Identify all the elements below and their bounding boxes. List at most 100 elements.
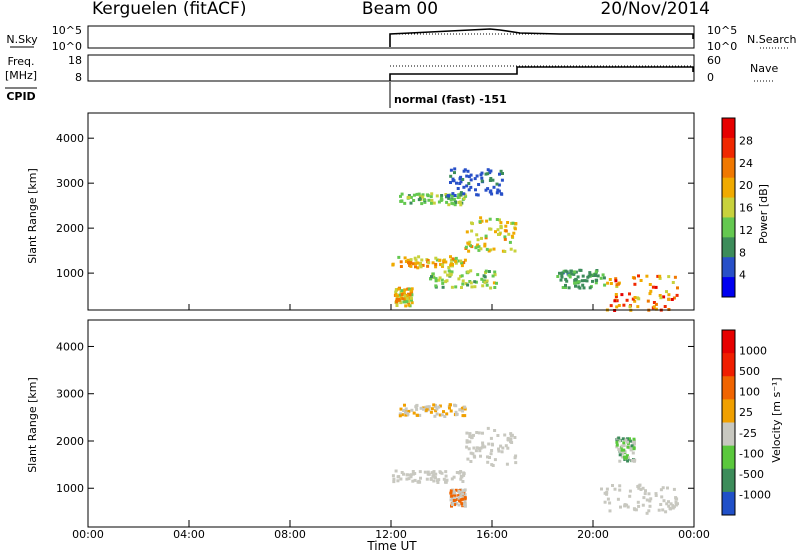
echo-region [391, 469, 466, 484]
echo-cell [407, 300, 411, 303]
echo-cell [454, 261, 458, 265]
echo-cell [454, 488, 458, 492]
echo-cell [466, 169, 470, 173]
power-panel: 1000 2000 3000 4000 Slant Range [km] 28 24 20… [26, 112, 770, 312]
echo-cell [605, 492, 609, 496]
echo-cell [462, 472, 466, 476]
echo-cell [562, 269, 566, 273]
echo-cell [451, 501, 455, 504]
echo-cell [467, 447, 471, 451]
echo-cell [496, 188, 500, 192]
colorbar-cell [722, 330, 735, 354]
echo-cell [472, 433, 475, 437]
echo-cell [463, 499, 467, 503]
echo-cell [568, 275, 572, 279]
echo-cell [618, 484, 622, 488]
echo-cell [443, 415, 447, 418]
echo-cell [404, 260, 408, 263]
echo-cell [453, 194, 457, 197]
echo-cell [626, 445, 630, 449]
echo-cell [403, 256, 407, 260]
noise-sky-label: N.Sky [6, 33, 38, 46]
echo-cell [468, 435, 472, 439]
echo-cell [407, 303, 411, 307]
echo-cell [445, 478, 449, 482]
x-tick-label: 20:00 [577, 528, 609, 541]
echo-cell [477, 248, 481, 252]
echo-cell [430, 192, 434, 196]
echo-cell [392, 480, 396, 484]
echo-cell [596, 274, 600, 278]
echo-cell [469, 451, 473, 455]
echo-cell [480, 176, 484, 180]
echo-cell [648, 283, 652, 286]
echo-cell [462, 261, 466, 265]
colorbar-cell [722, 277, 735, 298]
echo-cell [656, 274, 660, 278]
colorbar-tick-label: 8 [739, 246, 746, 259]
echo-cell [615, 283, 619, 287]
echo-cell [621, 437, 625, 441]
echo-cell [453, 491, 457, 495]
echo-cell [628, 292, 631, 296]
echo-cell [647, 492, 651, 496]
echo-cell [454, 259, 458, 263]
colorbar-cell [722, 399, 735, 423]
echo-cell [654, 285, 658, 289]
echo-cell [423, 200, 427, 204]
echo-cell [405, 300, 409, 304]
echo-cell [433, 475, 437, 479]
echo-cell [631, 297, 635, 301]
echo-cell [435, 258, 439, 262]
echo-cell [399, 477, 403, 481]
cpid-mode-text: normal (fast) -151 [394, 93, 507, 106]
echo-cell [615, 443, 619, 447]
colorbar-tick-label: 20 [739, 179, 753, 192]
echo-cell [463, 496, 467, 500]
echo-cell [479, 454, 482, 458]
echo-cell [465, 174, 469, 178]
echo-cell [632, 443, 636, 446]
echo-cell [435, 407, 439, 411]
echo-cell [649, 289, 653, 293]
echo-cell [457, 259, 461, 263]
echo-cell [497, 447, 500, 451]
echo-cell [432, 403, 436, 407]
echo-cell [412, 193, 416, 197]
echo-cell [458, 177, 462, 181]
echo-cell [614, 295, 618, 299]
echo-cell [459, 494, 463, 498]
echo-cell [618, 453, 622, 457]
echo-cell [460, 502, 464, 506]
echo-cell [403, 201, 407, 205]
echo-cell [407, 195, 411, 199]
echo-cell [449, 409, 453, 413]
echo-cell [490, 449, 494, 452]
echo-cell [441, 263, 445, 267]
colorbar-cell [722, 137, 735, 159]
echo-cell [483, 279, 486, 283]
echo-cell [506, 221, 510, 224]
echo-cell [449, 168, 453, 172]
echo-cell [620, 444, 624, 448]
echo-cell [434, 262, 438, 266]
echo-cell [460, 406, 464, 410]
echo-cell [450, 201, 454, 205]
echo-cell [441, 264, 444, 268]
echo-cell [445, 279, 449, 283]
echo-cell [493, 286, 497, 289]
echo-cell [613, 487, 617, 491]
echo-cell [582, 286, 586, 290]
echo-cell [451, 257, 455, 261]
echo-cell [620, 293, 624, 297]
echo-cell [434, 409, 438, 413]
echo-cell [412, 411, 416, 415]
echo-cell [491, 274, 495, 278]
echo-cell [622, 444, 626, 448]
echo-cell [495, 218, 499, 221]
echo-cell [400, 192, 404, 196]
echo-cell [457, 496, 461, 500]
echo-cell [674, 500, 678, 504]
echo-cell [480, 219, 484, 223]
y-tick-label: 3000 [56, 388, 84, 401]
